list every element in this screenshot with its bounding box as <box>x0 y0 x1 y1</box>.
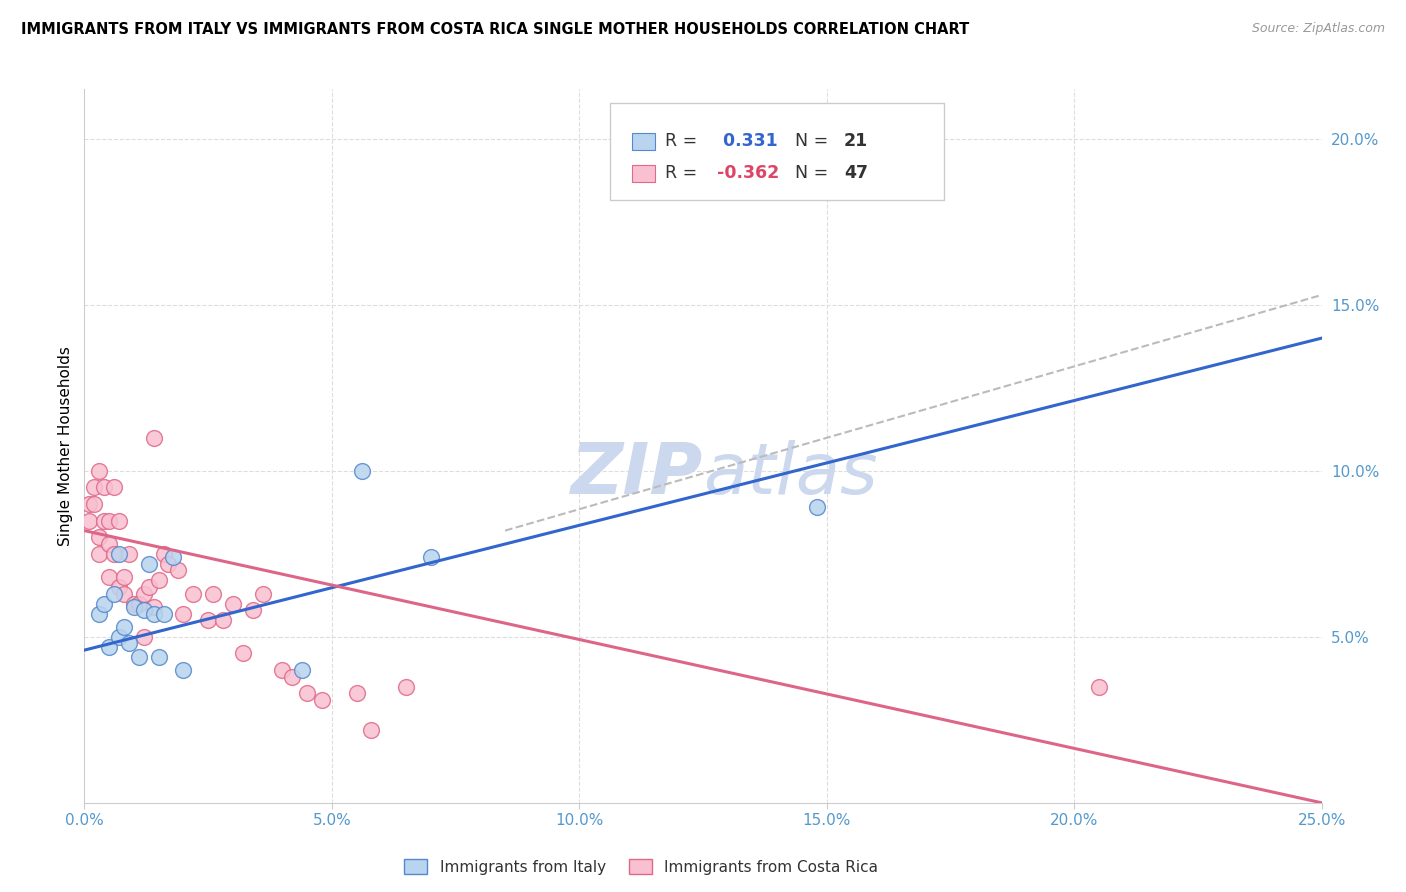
Point <box>172 663 194 677</box>
Point <box>152 607 174 621</box>
Point <box>103 587 125 601</box>
Point <box>83 481 105 495</box>
Text: R =: R = <box>665 132 703 150</box>
Point <box>79 514 101 528</box>
Text: N =: N = <box>794 164 834 182</box>
Point <box>89 530 111 544</box>
Point <box>152 547 174 561</box>
Text: atlas: atlas <box>703 440 877 509</box>
Point <box>281 670 304 684</box>
Point <box>148 649 170 664</box>
Point <box>291 663 314 677</box>
Point <box>806 500 828 515</box>
Point <box>89 464 111 478</box>
Point <box>132 630 155 644</box>
Point <box>122 599 145 614</box>
Point <box>108 514 131 528</box>
Text: -0.362: -0.362 <box>717 164 779 182</box>
Point <box>108 547 131 561</box>
Point <box>79 497 101 511</box>
Point <box>311 693 333 707</box>
Text: ZIP: ZIP <box>571 440 703 509</box>
Point <box>89 607 111 621</box>
Text: Source: ZipAtlas.com: Source: ZipAtlas.com <box>1251 22 1385 36</box>
Point <box>172 607 194 621</box>
Point <box>142 599 165 614</box>
Point <box>108 630 131 644</box>
Point <box>112 620 135 634</box>
Point <box>103 481 125 495</box>
Point <box>360 723 382 737</box>
Point <box>242 603 264 617</box>
Point <box>98 570 121 584</box>
Point <box>93 481 115 495</box>
Point <box>128 649 150 664</box>
FancyBboxPatch shape <box>633 133 655 150</box>
Point <box>232 647 254 661</box>
Point <box>419 550 441 565</box>
FancyBboxPatch shape <box>610 103 945 200</box>
Point <box>98 514 121 528</box>
Text: R =: R = <box>665 164 703 182</box>
Point <box>395 680 418 694</box>
Legend: Immigrants from Italy, Immigrants from Costa Rica: Immigrants from Italy, Immigrants from C… <box>398 853 884 880</box>
Point <box>132 603 155 617</box>
Point <box>157 557 180 571</box>
FancyBboxPatch shape <box>633 165 655 182</box>
Point <box>295 686 318 700</box>
Point <box>108 580 131 594</box>
Point <box>112 570 135 584</box>
Point <box>98 640 121 654</box>
Text: 0.331: 0.331 <box>717 132 778 150</box>
Y-axis label: Single Mother Households: Single Mother Households <box>58 346 73 546</box>
Point <box>93 597 115 611</box>
Text: N =: N = <box>794 132 834 150</box>
Point <box>122 597 145 611</box>
Point <box>138 580 160 594</box>
Point <box>132 587 155 601</box>
Point <box>346 686 368 700</box>
Point <box>128 597 150 611</box>
Point <box>112 587 135 601</box>
Point <box>93 514 115 528</box>
Point <box>202 587 225 601</box>
Point <box>142 431 165 445</box>
Point <box>148 574 170 588</box>
Point <box>89 547 111 561</box>
Point <box>1088 680 1111 694</box>
Point <box>222 597 245 611</box>
Point <box>350 464 373 478</box>
Point <box>212 613 235 627</box>
Point <box>142 607 165 621</box>
Point <box>252 587 274 601</box>
Point <box>103 547 125 561</box>
Point <box>138 557 160 571</box>
Point <box>271 663 294 677</box>
Point <box>83 497 105 511</box>
Point <box>98 537 121 551</box>
Point <box>118 636 141 650</box>
Point <box>167 564 190 578</box>
Text: IMMIGRANTS FROM ITALY VS IMMIGRANTS FROM COSTA RICA SINGLE MOTHER HOUSEHOLDS COR: IMMIGRANTS FROM ITALY VS IMMIGRANTS FROM… <box>21 22 969 37</box>
Point <box>181 587 204 601</box>
Text: 47: 47 <box>844 164 868 182</box>
Text: 21: 21 <box>844 132 869 150</box>
Point <box>118 547 141 561</box>
Point <box>162 550 184 565</box>
Point <box>197 613 219 627</box>
